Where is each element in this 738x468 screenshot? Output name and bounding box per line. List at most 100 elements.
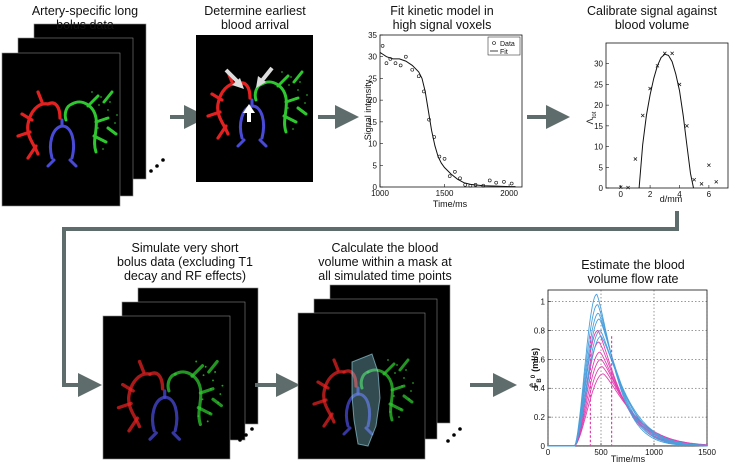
red-artery-vessel (46, 101, 62, 120)
x-tick-label: 0 (618, 190, 623, 199)
green-artery-vessel (211, 397, 223, 408)
mask-stack (297, 284, 462, 460)
green-speckle (102, 148, 104, 150)
green-speckle (95, 135, 97, 137)
blue-artery-vessel (258, 138, 268, 148)
step-caption-4: Calibrate signal against blood volume (587, 4, 717, 32)
x-tick-label: 0 (546, 448, 551, 457)
green-speckle (398, 416, 400, 418)
legend-box (487, 36, 521, 56)
green-artery-vessel (190, 364, 205, 378)
green-speckle (389, 411, 391, 413)
y-tick-label: 5 (373, 161, 378, 170)
green-speckle (408, 398, 410, 400)
data-point (384, 61, 389, 66)
calibration-point (699, 182, 704, 186)
calibration-fit-curve (638, 53, 694, 189)
ellipsis-dot (155, 164, 159, 168)
x-tick-label: 6 (707, 190, 712, 199)
data-point (458, 176, 462, 181)
y-axis-label-superscript: 0 (531, 374, 537, 378)
flow-connector (62, 211, 679, 397)
legend-label-fit: Fit (500, 49, 508, 56)
green-speckle (107, 109, 109, 111)
calibration-point (655, 63, 660, 68)
green-speckle (197, 415, 200, 418)
data-point (432, 135, 437, 139)
y-tick-label: 15 (594, 122, 603, 131)
green-speckle (391, 403, 393, 405)
vessel-image-front (16, 90, 118, 168)
green-speckle (295, 97, 297, 99)
ellipsis-dot (149, 169, 153, 173)
green-artery-vessel (92, 134, 108, 144)
green-artery-vessel (292, 70, 304, 84)
data-point (468, 183, 473, 188)
green-speckle (294, 120, 296, 122)
calibration-point (684, 124, 689, 128)
calibration-point (692, 177, 697, 182)
x-tick-label: 1500 (436, 189, 454, 198)
green-speckle (116, 114, 118, 116)
red-artery-vessel (16, 130, 32, 138)
step-caption-5: Simulate very short bolus data (excludin… (117, 241, 253, 283)
green-speckle (219, 393, 222, 395)
green-artery-vessel (196, 406, 213, 416)
green-artery-vessel (207, 359, 219, 374)
calibration-point (670, 51, 674, 56)
green-speckle (100, 96, 102, 98)
green-artery-vessel (388, 402, 404, 412)
red-artery-vessel (216, 82, 240, 136)
green-speckle (202, 374, 205, 377)
green-artery-vessel (402, 394, 414, 404)
green-speckle (306, 94, 308, 96)
y-tick-label: 15 (368, 118, 377, 127)
x-tick-label: 1000 (371, 189, 389, 198)
y-tick-label: 1 (541, 298, 546, 307)
green-speckle (281, 71, 283, 73)
green-speckle (287, 107, 289, 109)
ellipsis-dot (161, 158, 165, 162)
green-artery-vessel (276, 74, 290, 88)
green-speckle (201, 398, 204, 401)
y-tick-label: 10 (368, 140, 377, 149)
green-speckle (290, 76, 292, 78)
green-speckle (214, 371, 217, 373)
x-tick-label: 2 (648, 190, 653, 199)
y-tick-label: 0.6 (534, 355, 546, 364)
step-caption-1: Artery-specific long bolus data (31, 4, 139, 32)
green-artery-vessel (398, 358, 410, 372)
red-artery-vessel (127, 372, 152, 429)
flow-rate-chart: 0 500 1000 150000.20.40.60.81Time/msF̂B0(ml… (529, 289, 716, 464)
red-artery-vessel (26, 144, 38, 160)
red-artery-vessel (206, 110, 222, 118)
green-artery-vessel (282, 114, 298, 124)
y-tick-label: 0 (373, 183, 378, 192)
green-speckle (299, 81, 301, 83)
green-artery-vessel (296, 106, 308, 116)
green-speckle (401, 385, 403, 387)
green-speckle (109, 101, 111, 103)
green-speckle (394, 372, 396, 374)
data-point (422, 89, 426, 94)
x-tick-label: 2000 (500, 189, 518, 198)
y-axis-label-unit: (ml/s) (530, 348, 540, 372)
y-tick-label: 20 (368, 96, 377, 105)
data-point (494, 180, 498, 185)
data-point (509, 181, 514, 186)
ellipsis-dot (250, 427, 254, 431)
green-artery-vessel (70, 100, 98, 154)
x-tick-label: 4 (677, 190, 682, 199)
x-axis-label: d/mm (660, 194, 683, 204)
green-speckle (209, 387, 212, 390)
green-speckle (283, 123, 285, 125)
green-speckle (403, 377, 405, 379)
data-point (388, 57, 393, 61)
calibration-point (714, 179, 719, 184)
red-artery-vessel (116, 401, 133, 410)
blue-artery-vessel (68, 158, 78, 168)
long-bolus-stack (1, 23, 165, 207)
red-artery-vessel (342, 369, 358, 388)
red-artery-vessel (20, 112, 34, 122)
